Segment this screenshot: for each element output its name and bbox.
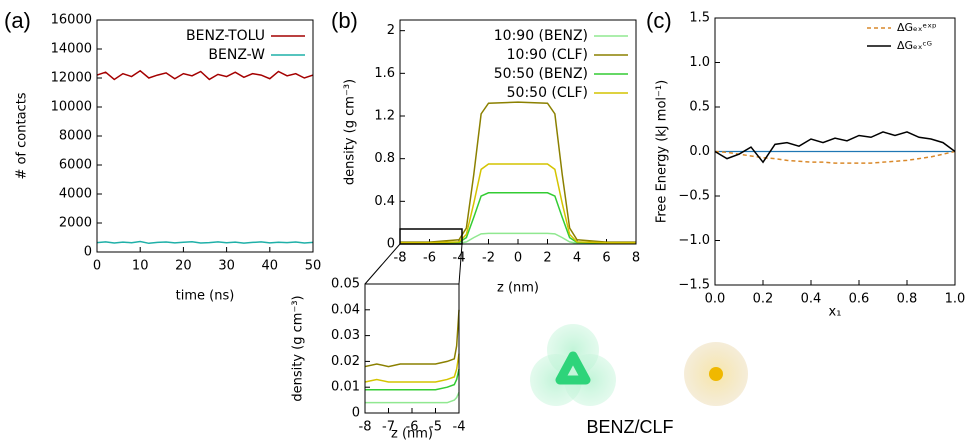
y-axis-label: # of contacts [15,92,30,179]
data-line [400,101,636,243]
x-tick-label: 20 [175,259,192,274]
y-tick-label: 0.03 [331,328,360,343]
x-tick-label: 0.4 [801,292,822,307]
plot-frame [714,17,956,286]
data-line [400,192,636,244]
y-tick-label: 0.04 [331,302,360,317]
caption: BENZ/CLF [586,417,673,437]
data-line [365,392,460,404]
data-line [364,309,460,368]
x-tick-label: 30 [218,259,235,274]
x-tick-label: -2 [482,251,495,266]
y-tick-label: 2 [387,23,395,38]
y-tick-label: 0.4 [374,194,395,209]
y-tick-label: 0.02 [331,354,360,369]
y-tick-label: 12000 [51,71,92,86]
benz-molecule [530,324,616,406]
y-tick-label: 1.5 [689,11,710,26]
x-tick-label: -7 [382,420,395,435]
y-tick-label: 0 [84,245,92,260]
data-line [364,353,460,383]
y-tick-label: 8000 [59,129,92,144]
y-tick-label: 0.05 [331,277,360,292]
x-tick-label: 2 [543,251,551,266]
y-tick-label: 0.8 [374,151,395,166]
x-tick-label: -6 [423,251,436,266]
y-tick-label: 16000 [51,13,92,28]
y-axis-label: density (g cm⁻³) [291,295,306,401]
x-tick-label: 8 [632,251,640,266]
x-tick-label: -5 [429,420,442,435]
y-tick-label: 1.6 [374,66,395,81]
clf-molecule [684,342,748,406]
legend-label: 10:90 (CLF) [507,47,588,63]
x-axis-label: time (ns) [176,289,235,304]
y-axis-label: Free Energy (kJ mol⁻¹) [655,80,670,223]
y-tick-label: −0.5 [678,189,710,204]
legend-label: ΔGₑₓᶜᴳ [897,39,932,52]
x-tick-label: 0 [514,251,522,266]
zoom-box [399,228,463,245]
x-tick-label: 0.2 [753,292,774,307]
data-line [714,131,956,164]
x-axis-label: z (nm) [497,281,539,296]
legend-label: 50:50 (BENZ) [494,66,588,82]
x-tick-label: 6 [602,251,610,266]
y-tick-label: 1.0 [689,55,710,70]
x-tick-label: -4 [453,251,466,266]
legend-label: 50:50 (CLF) [507,85,588,101]
data-line [96,240,314,245]
x-tick-label: 0.8 [897,292,918,307]
legend-label: BENZ-TOLU [186,28,265,44]
x-tick-label: -6 [406,420,419,435]
x-axis-label: z (nm) [391,427,433,442]
y-tick-label: 0 [352,406,360,421]
legend-label: 10:90 (BENZ) [494,28,588,44]
data-line [365,368,460,391]
data-line [400,163,636,244]
legend-label: BENZ-W [208,47,265,63]
plot-frame [364,283,460,414]
panel-label: (b) [331,8,358,33]
x-tick-label: 0 [93,259,101,274]
y-tick-label: 0.0 [689,144,710,159]
panel-label: (a) [4,8,31,33]
y-tick-label: 0 [387,237,395,252]
x-tick-label: 1.0 [945,292,966,307]
y-tick-label: 4000 [59,187,92,202]
x-axis-label: x₁ [829,305,842,320]
x-tick-label: 10 [132,259,149,274]
plot-frame [399,19,637,245]
x-tick-label: -8 [394,251,407,266]
zoom-connector [364,243,401,285]
plot-frame [96,19,314,253]
y-tick-label: 6000 [59,158,92,173]
y-tick-label: 14000 [51,42,92,57]
y-tick-label: 0.01 [331,380,360,395]
zoom-connector [458,243,463,285]
y-tick-label: −1.5 [678,278,710,293]
y-tick-label: 1.2 [374,109,395,124]
data-line [96,69,314,81]
x-tick-label: 4 [573,251,581,266]
y-axis-label: density (g cm⁻³) [343,79,358,185]
y-tick-label: 2000 [59,216,92,231]
x-tick-label: 40 [262,259,279,274]
x-tick-label: -8 [359,420,372,435]
panel-label: (c) [646,8,672,33]
y-tick-label: 0.5 [689,100,710,115]
x-tick-label: 0.6 [849,292,870,307]
x-tick-label: -4 [453,420,466,435]
x-tick-label: 0.0 [705,292,726,307]
legend-label: ΔGₑₓᵉˣᵖ [897,21,937,34]
data-line [714,150,956,164]
y-tick-label: 10000 [51,100,92,115]
x-tick-label: 50 [305,259,322,274]
y-tick-label: −1.0 [678,233,710,248]
